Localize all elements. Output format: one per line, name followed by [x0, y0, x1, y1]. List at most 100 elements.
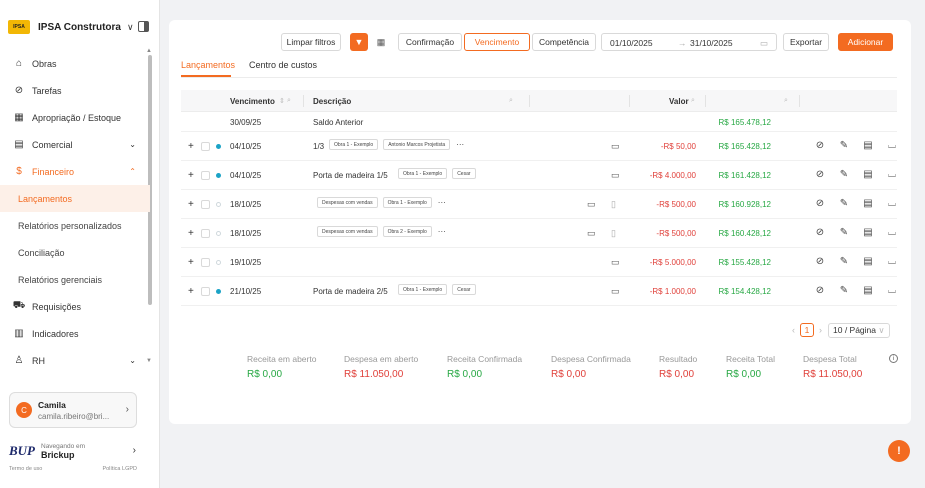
sidebar-item-apropriacao[interactable]: ▦ Apropriação / Estoque [0, 104, 150, 131]
sidebar-item-financeiro[interactable]: $ Financeiro ⌃ [0, 158, 150, 185]
receipt-icon[interactable]: ▤ [863, 140, 873, 151]
info-icon[interactable]: i [889, 354, 898, 363]
more-tags[interactable]: ··· [437, 227, 446, 236]
copy-icon[interactable]: ▯ [611, 199, 616, 209]
confirm-icon[interactable]: ⊘ [815, 256, 825, 267]
edit-icon[interactable]: ✎ [839, 285, 849, 296]
comment-icon[interactable]: ▭ [611, 257, 620, 267]
page-size-select[interactable]: 10 / Página ∨ [828, 322, 890, 338]
collapse-sidebar-icon[interactable] [138, 21, 149, 32]
copy-icon[interactable]: ▯ [611, 228, 616, 238]
row-checkbox[interactable] [201, 258, 210, 267]
search-icon[interactable]: ⌕ [287, 97, 291, 104]
next-page-icon[interactable]: › [819, 325, 822, 335]
receipt-icon[interactable]: ▤ [863, 198, 873, 209]
calendar-view-icon[interactable]: ▦ [376, 36, 386, 47]
page-number[interactable]: 1 [800, 323, 814, 337]
confirm-icon[interactable]: ⊘ [815, 169, 825, 180]
sidebar-item-rh[interactable]: ♙ RH ⌄ [0, 347, 150, 374]
confirmacao-button[interactable]: Confirmação [398, 33, 462, 51]
user-card[interactable]: C Camila camila.ribeiro@bri... › [9, 392, 137, 428]
confirm-icon[interactable]: ⊘ [815, 285, 825, 296]
tab-lancamentos[interactable]: Lançamentos [181, 60, 236, 70]
add-button[interactable]: Adicionar [838, 33, 893, 51]
sidebar-item-indicadores[interactable]: ▥ Indicadores [0, 320, 150, 347]
row-checkbox[interactable] [201, 171, 210, 180]
terms-link[interactable]: Termo de uso [9, 466, 43, 472]
date-range-picker[interactable]: 01/10/2025 → 31/10/2025 ▭ [601, 33, 777, 51]
workspace-switcher[interactable]: BUP Navegando em Brickup › [9, 440, 139, 462]
trash-icon[interactable]: ⌴ [888, 285, 896, 296]
trash-icon[interactable]: ⌴ [888, 227, 896, 238]
sort-icon[interactable]: ⇕ [279, 98, 285, 105]
sidebar-item-obras[interactable]: ⌂ Obras [0, 50, 150, 77]
edit-icon[interactable]: ✎ [839, 169, 849, 180]
sidebar-subitem-conciliacao[interactable]: Conciliação [18, 247, 65, 258]
search-icon[interactable]: ⌕ [509, 97, 513, 104]
table-row[interactable]: + 19/10/25 ▭ -R$ 5.000,00 R$ 155.428,12 … [181, 248, 897, 277]
trash-icon[interactable]: ⌴ [888, 198, 896, 209]
alert-fab-icon[interactable]: ! [888, 440, 910, 462]
sidebar-subitem-lancamentos[interactable]: Lançamentos [0, 185, 150, 212]
expand-icon[interactable]: + [188, 199, 194, 210]
privacy-link[interactable]: Política LGPD [102, 466, 137, 472]
company-selector[interactable]: IPSA IPSA Construtora ∨ [8, 14, 153, 40]
clear-filters-button[interactable]: Limpar filtros [281, 33, 341, 51]
scroll-down-arrow-icon[interactable]: ▼ [146, 358, 152, 364]
table-row[interactable]: + 21/10/25 Porta de madeira 2/5 Obra 1 -… [181, 277, 897, 306]
table-row[interactable]: + 04/10/25 Porta de madeira 1/5 Obra 1 -… [181, 161, 897, 190]
row-checkbox[interactable] [201, 229, 210, 238]
confirm-icon[interactable]: ⊘ [815, 198, 825, 209]
header-vencimento[interactable]: Vencimento [230, 97, 275, 106]
tab-centro-de-custos[interactable]: Centro de custos [249, 60, 318, 70]
receipt-icon[interactable]: ▤ [863, 285, 873, 296]
vencimento-button[interactable]: Vencimento [464, 33, 530, 51]
confirm-icon[interactable]: ⊘ [815, 140, 825, 151]
row-checkbox[interactable] [201, 200, 210, 209]
comment-icon[interactable]: ▭ [587, 228, 596, 238]
expand-icon[interactable]: + [188, 170, 194, 181]
sidebar-item-tarefas[interactable]: ⊘ Tarefas [0, 77, 150, 104]
toolbar: Limpar filtros ▼ ▦ Confirmação Venciment… [169, 33, 911, 51]
date-arrow: → [678, 38, 687, 48]
table-row[interactable]: + 18/10/25 Despesas com vendas Obra 2 - … [181, 219, 897, 248]
sidebar-item-comercial[interactable]: ▤ Comercial ⌄ [0, 131, 150, 158]
expand-icon[interactable]: + [188, 228, 194, 239]
export-button[interactable]: Exportar [783, 33, 829, 51]
sidebar-subitem-relatorios-personalizados[interactable]: Relatórios personalizados [18, 220, 122, 231]
competencia-button[interactable]: Competência [532, 33, 596, 51]
receipt-icon[interactable]: ▤ [863, 227, 873, 238]
more-tags[interactable]: ··· [437, 198, 446, 207]
comment-icon[interactable]: ▭ [611, 141, 620, 151]
expand-icon[interactable]: + [188, 141, 194, 152]
trash-icon[interactable]: ⌴ [888, 169, 896, 180]
sidebar-item-requisicoes[interactable]: ⛟ Requisições [0, 293, 150, 320]
row-checkbox[interactable] [201, 142, 210, 151]
sidebar-scrollbar[interactable] [148, 55, 152, 305]
more-tags[interactable]: ··· [456, 140, 465, 149]
edit-icon[interactable]: ✎ [839, 140, 849, 151]
filter-icon[interactable]: ▼ [350, 33, 368, 51]
edit-icon[interactable]: ✎ [839, 256, 849, 267]
edit-icon[interactable]: ✎ [839, 227, 849, 238]
sidebar-subitem-relatorios-gerenciais[interactable]: Relatórios gerenciais [18, 274, 103, 285]
table-row[interactable]: + 04/10/25 1/3 Obra 1 - Exemplo Antonio … [181, 132, 897, 161]
sidebar-item-label: Obras [32, 58, 57, 69]
prev-page-icon[interactable]: ‹ [792, 325, 795, 335]
expand-icon[interactable]: + [188, 286, 194, 297]
row-checkbox[interactable] [201, 287, 210, 296]
table-row[interactable]: + 18/10/25 Despesas com vendas Obra 1 - … [181, 190, 897, 219]
trash-icon[interactable]: ⌴ [888, 140, 896, 151]
search-icon[interactable]: ⌕ [691, 97, 695, 104]
comment-icon[interactable]: ▭ [611, 170, 620, 180]
expand-icon[interactable]: + [188, 257, 194, 268]
trash-icon[interactable]: ⌴ [888, 256, 896, 267]
receipt-icon[interactable]: ▤ [863, 169, 873, 180]
search-icon[interactable]: ⌕ [784, 97, 788, 104]
edit-icon[interactable]: ✎ [839, 198, 849, 209]
receipt-icon[interactable]: ▤ [863, 256, 873, 267]
confirm-icon[interactable]: ⊘ [815, 227, 825, 238]
comment-icon[interactable]: ▭ [587, 199, 596, 209]
comment-icon[interactable]: ▭ [611, 286, 620, 296]
scroll-up-arrow-icon[interactable]: ▲ [146, 48, 152, 54]
